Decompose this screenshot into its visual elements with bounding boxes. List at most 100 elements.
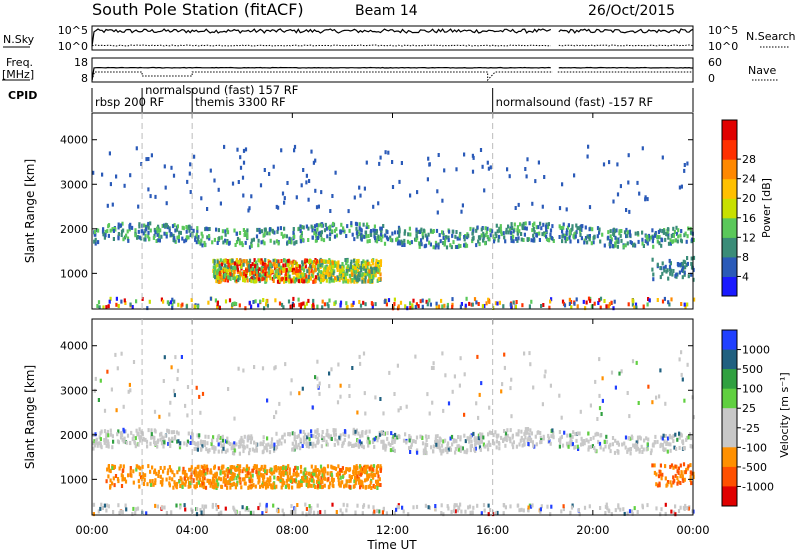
echo-cell (249, 471, 252, 476)
echo-cell (156, 232, 159, 237)
echo-cell (196, 229, 199, 234)
echo-cell (489, 233, 492, 238)
echo-cell (197, 473, 200, 478)
echo-cell (292, 303, 295, 308)
echo-cell (663, 266, 666, 271)
echo-cell (316, 359, 319, 364)
echo-cell (241, 505, 244, 510)
echo-cell (391, 440, 394, 445)
echo-cell (247, 466, 251, 471)
echo-cell (261, 473, 264, 478)
echo-cell (603, 440, 606, 444)
echo-cell (359, 265, 362, 270)
echo-cell (223, 267, 226, 272)
echo-cell (605, 439, 609, 444)
echo-cell (614, 508, 617, 513)
echo-cell (321, 473, 324, 478)
echo-cell (524, 427, 527, 432)
echo-cell (117, 232, 120, 236)
echo-cell (335, 277, 338, 282)
echo-cell (317, 276, 320, 281)
echo-cell (165, 223, 169, 228)
echo-cell (294, 507, 297, 512)
echo-cell (300, 469, 303, 474)
echo-cell (195, 385, 198, 390)
echo-cell (299, 235, 302, 239)
echo-cell (299, 275, 302, 280)
echo-cell (172, 173, 176, 178)
echo-cell (661, 443, 665, 447)
echo-cell (552, 435, 555, 440)
echo-cell (509, 386, 512, 391)
echo-cell (92, 512, 95, 517)
echo-cell (579, 409, 582, 414)
echo-cell (550, 297, 553, 302)
echo-cell (328, 484, 331, 489)
echo-cell (105, 439, 108, 444)
echo-cell (659, 442, 662, 447)
echo-cell (565, 228, 569, 233)
colorbar-tick-label: 16 (742, 212, 756, 225)
echo-cell (242, 228, 245, 232)
echo-cell (323, 483, 326, 488)
echo-cell (165, 477, 168, 482)
echo-cell (309, 276, 312, 281)
echo-cell (690, 444, 693, 449)
echo-cell (205, 226, 208, 231)
echo-cell (332, 484, 335, 489)
echo-cell (579, 442, 583, 447)
echo-cell (157, 228, 161, 233)
echo-cell (213, 485, 216, 490)
echo-cell (197, 237, 200, 242)
echo-cell (200, 446, 203, 451)
echo-cell (298, 484, 301, 489)
echo-cell (120, 431, 123, 436)
echo-cell (224, 238, 227, 243)
echo-cell (119, 435, 123, 440)
echo-cell (175, 503, 178, 508)
echo-cell (125, 440, 128, 445)
echo-cell (527, 442, 530, 446)
echo-cell (112, 237, 115, 241)
echo-cell (525, 226, 528, 231)
echo-cell (451, 297, 454, 302)
echo-cell (484, 226, 487, 231)
echo-cell (656, 483, 660, 488)
echo-cell (262, 478, 265, 483)
echo-cell (596, 417, 599, 421)
echo-cell (112, 439, 115, 444)
echo-cell (343, 470, 346, 475)
echo-cell (353, 465, 356, 470)
echo-cell (228, 268, 232, 273)
echo-cell (163, 505, 166, 510)
echo-cell (345, 508, 348, 513)
echo-cell (598, 441, 602, 446)
echo-cell (264, 481, 267, 486)
echo-cell (543, 233, 546, 238)
echo-cell (269, 478, 272, 482)
echo-cell (257, 506, 260, 511)
echo-cell (247, 434, 250, 439)
echo-cell (310, 429, 313, 434)
echo-cell (435, 305, 438, 310)
echo-cell (218, 272, 221, 277)
echo-cell (502, 304, 505, 309)
echo-cell (535, 225, 538, 230)
echo-cell (618, 231, 621, 236)
echo-cell (299, 229, 302, 233)
echo-cell (242, 449, 245, 454)
echo-cell (314, 233, 318, 238)
echo-cell (251, 473, 254, 478)
echo-cell (305, 444, 308, 449)
echo-cell (432, 366, 435, 370)
echo-cell (245, 271, 248, 276)
echo-cell (301, 476, 304, 481)
echo-cell (398, 179, 401, 184)
echo-cell (347, 434, 350, 439)
echo-cell (92, 441, 95, 446)
echo-cell (573, 173, 576, 178)
echo-cell (664, 237, 667, 242)
echo-cell (476, 436, 479, 441)
echo-cell (290, 504, 293, 509)
